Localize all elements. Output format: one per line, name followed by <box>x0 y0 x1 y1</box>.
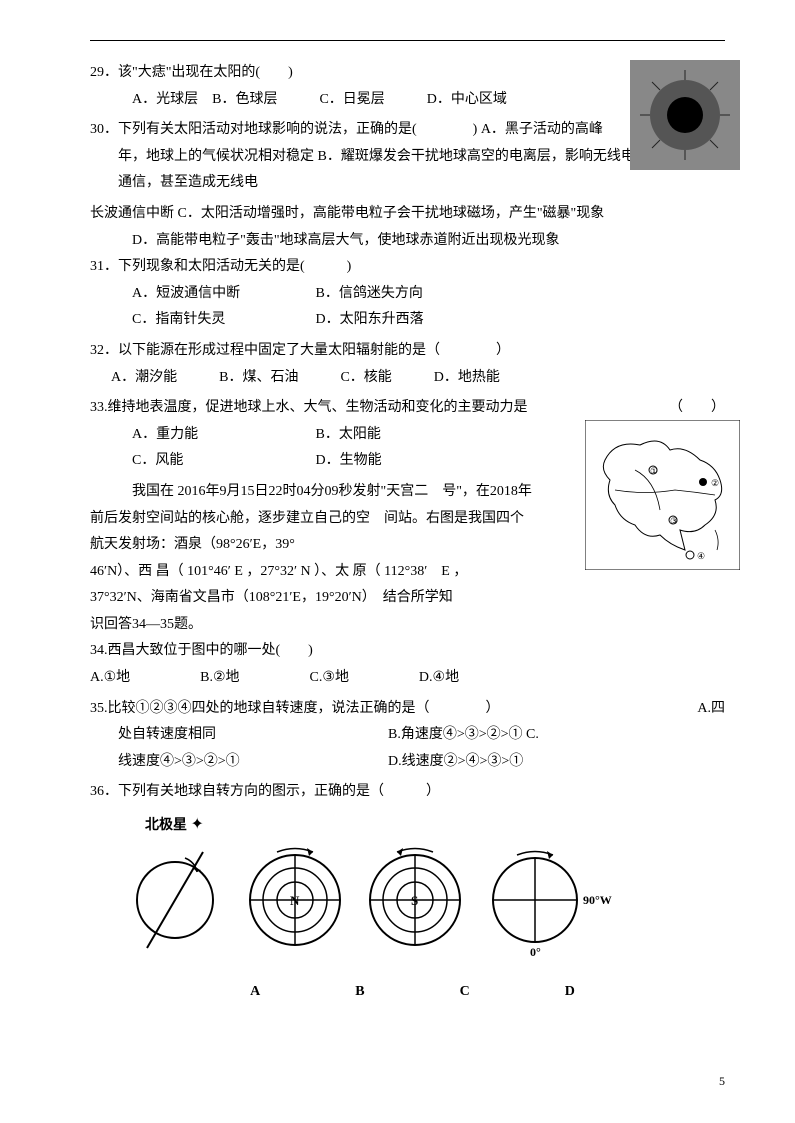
q34-stem: 西昌大致位于图中的哪一处( ) <box>108 643 313 658</box>
q36-num: 36． <box>90 784 118 799</box>
q33-num: 33. <box>90 400 108 415</box>
page-number: 5 <box>719 1070 725 1093</box>
q32-options: A．潮汐能 B．煤、石油 C．核能 D．地热能 <box>90 365 725 392</box>
china-map: ① ② ③ ④ <box>585 420 740 570</box>
map-label-4: ④ <box>697 551 705 561</box>
passage-l5: 37°32′N、海南省文昌市（108°21′E，19°20′N） 结合所学知 <box>90 585 725 612</box>
polar-star-label: 北极星 <box>145 818 187 833</box>
q35-l2b: B.角速度④>③>②>① C. <box>388 722 539 749</box>
q33-optD: D．生物能 <box>316 453 382 468</box>
q31-optD: D．太阳东升西落 <box>316 312 424 327</box>
q30-stem: 下列有关太阳活动对地球影响的说法，正确的是( ) A．黑子活动的高峰 <box>118 122 603 137</box>
q33-blank: （ ） <box>669 395 725 422</box>
diagram-label-a: A <box>250 979 260 1006</box>
rotation-diagrams-svg: N S 90°W <box>120 840 640 960</box>
q36-stem: 下列有关地球自转方向的图示，正确的是（ ） <box>118 784 440 799</box>
q29-stem: 该"大痣"出现在太阳的( ) <box>118 65 293 80</box>
map-label-3: ③ <box>670 516 678 526</box>
map-label-1: ① <box>650 466 658 476</box>
q32-stem: 以下能源在形成过程中固定了大量太阳辐射能的是（ ） <box>118 343 510 358</box>
header-rule <box>90 40 725 41</box>
q34-num: 34. <box>90 643 108 658</box>
diagram-label-b: B <box>355 979 364 1006</box>
rotation-diagram-container: 北极星 ✦ N <box>90 810 725 1006</box>
q30-optD: D．高能带电粒子"轰击"地球高层大气，使地球赤道附近出现极光现象 <box>90 228 725 255</box>
q35-num: 35. <box>90 701 108 716</box>
page-content: 29．该"大痣"出现在太阳的( ) A．光球层 B．色球层 C．日冕层 D．中心… <box>90 60 725 1006</box>
q33-optB: B．太阳能 <box>316 427 381 442</box>
q33-stem: 维持地表温度，促进地球上水、大气、生物活动和变化的主要动力是 <box>108 400 528 415</box>
q31-stem: 下列现象和太阳活动无关的是( ) <box>118 259 351 274</box>
q33-optC: C．风能 <box>132 448 312 475</box>
q30-line4: 长波通信中断 C．太阳活动增强时，高能带电粒子会干扰地球磁场，产生"磁暴"现象 <box>90 201 725 228</box>
diagram-label-d: D <box>565 979 575 1006</box>
q35-l2a: 处自转速度相同 <box>118 722 388 749</box>
star-icon: ✦ <box>191 816 204 833</box>
q31-optA: A．短波通信中断 <box>132 281 312 308</box>
q35-stem: 比较①②③④四处的地球自转速度，说法正确的是（ ） <box>108 701 500 716</box>
diagram-c-label: S <box>411 893 418 908</box>
question-31: 31．下列现象和太阳活动无关的是( ) A．短波通信中断 B．信鸽迷失方向 C．… <box>90 254 725 334</box>
q32-num: 32． <box>90 343 118 358</box>
q34-options: A.①地 B.②地 C.③地 D.④地 <box>90 665 725 692</box>
q31-optC: C．指南针失灵 <box>132 307 312 334</box>
q31-optB: B．信鸽迷失方向 <box>316 286 423 301</box>
map-label-2: ② <box>711 478 719 488</box>
sunspot-image <box>630 60 740 170</box>
q30-line3: 通信，甚至造成无线电 <box>90 170 725 197</box>
diagram-b-label: N <box>290 893 300 908</box>
diagram-d-90w: 90°W <box>583 893 612 907</box>
diagram-d-0: 0° <box>530 945 541 959</box>
passage-l6: 识回答34—35题。 <box>90 612 725 639</box>
diagram-label-c: C <box>460 979 470 1006</box>
q35-l3a: 线速度④>③>②>① <box>118 749 388 776</box>
q30-num: 30． <box>90 122 118 137</box>
question-32: 32．以下能源在形成过程中固定了大量太阳辐射能的是（ ） A．潮汐能 B．煤、石… <box>90 338 725 391</box>
question-36: 36．下列有关地球自转方向的图示，正确的是（ ） <box>90 779 725 806</box>
q29-num: 29． <box>90 65 118 80</box>
question-34: 34.西昌大致位于图中的哪一处( ) A.①地 B.②地 C.③地 D.④地 <box>90 638 725 691</box>
q31-num: 31． <box>90 259 118 274</box>
q33-optA: A．重力能 <box>132 422 312 449</box>
question-35: 35.比较①②③④四处的地球自转速度，说法正确的是（ ） A.四 处自转速度相同… <box>90 696 725 776</box>
q35-tailA: A.四 <box>697 696 725 723</box>
q35-l3b: D.线速度②>④>③>① <box>388 749 523 776</box>
